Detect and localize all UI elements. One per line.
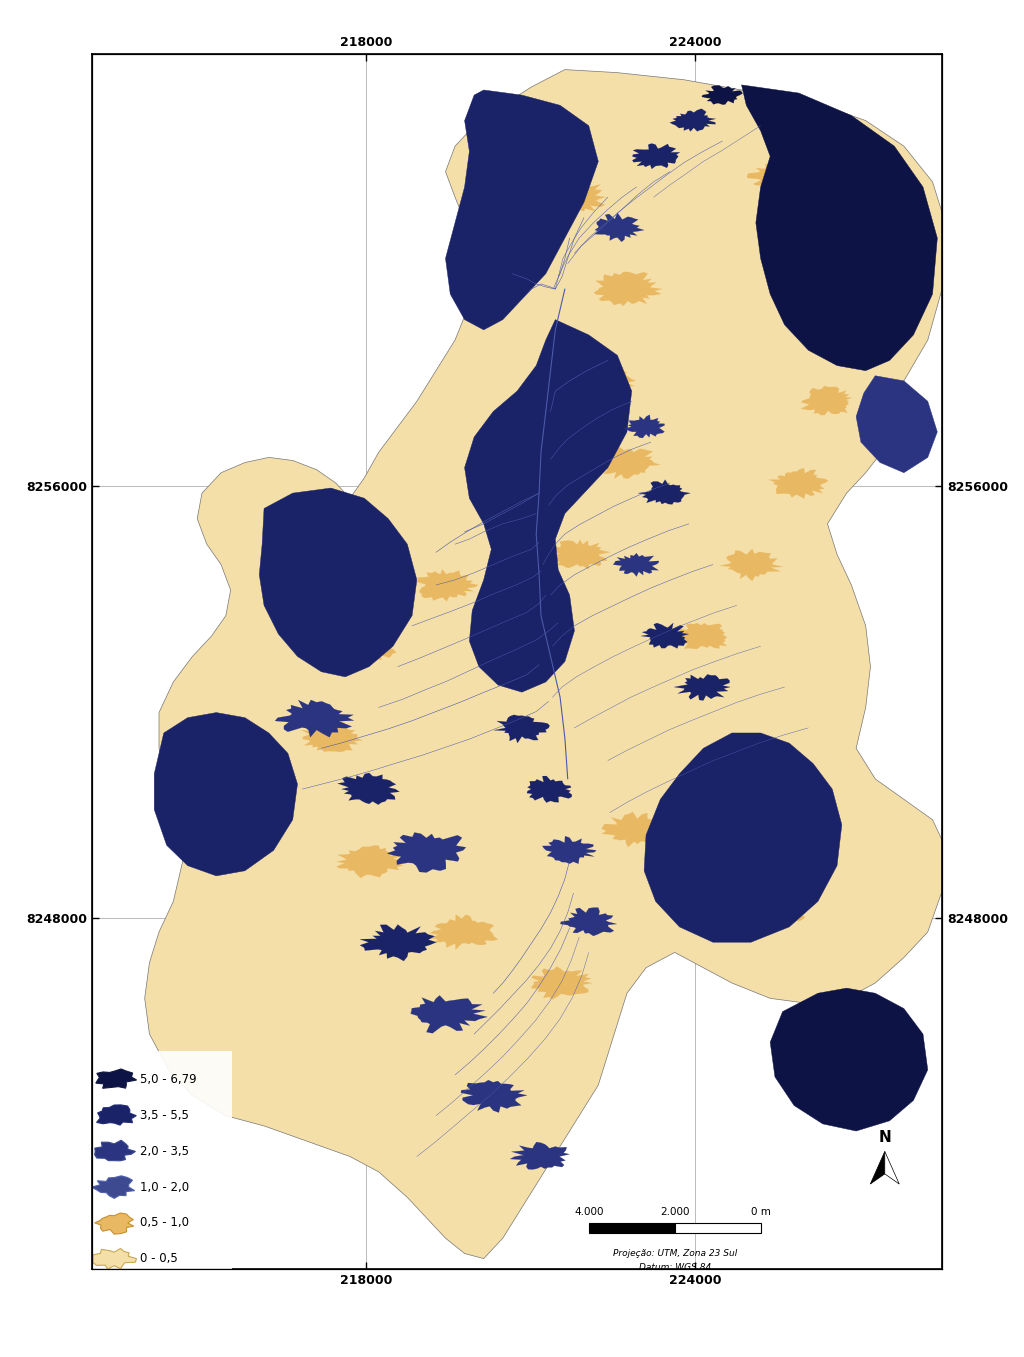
Polygon shape [96,1069,136,1088]
Polygon shape [597,446,660,479]
Polygon shape [595,213,644,242]
Polygon shape [670,109,716,132]
Polygon shape [801,385,852,415]
Text: Datum: WGS 84: Datum: WGS 84 [639,1263,711,1272]
Polygon shape [632,144,680,170]
Polygon shape [430,915,498,950]
Polygon shape [445,90,598,330]
Polygon shape [527,776,572,802]
Polygon shape [601,811,669,847]
Polygon shape [259,489,417,677]
Polygon shape [701,85,742,104]
Polygon shape [770,988,928,1130]
Polygon shape [94,1213,134,1234]
Polygon shape [534,180,605,216]
Polygon shape [465,320,632,692]
Bar [589,1223,675,1234]
Polygon shape [550,540,610,570]
Polygon shape [144,69,947,1258]
Text: 1,0 - 2,0: 1,0 - 2,0 [140,1181,189,1194]
Polygon shape [753,897,807,927]
Text: N: N [879,1130,891,1145]
Polygon shape [338,631,396,660]
Polygon shape [594,271,662,305]
Polygon shape [565,366,636,400]
Polygon shape [720,548,783,581]
Polygon shape [94,1140,135,1160]
Polygon shape [543,836,596,864]
Text: 0 - 0,5: 0 - 0,5 [140,1253,178,1265]
Text: 4.000: 4.000 [574,1208,603,1217]
Polygon shape [494,715,550,744]
Polygon shape [411,996,487,1033]
Polygon shape [674,674,730,700]
Polygon shape [461,1080,527,1113]
Polygon shape [748,163,812,193]
Polygon shape [92,1248,136,1269]
Polygon shape [675,623,727,649]
Polygon shape [275,700,354,737]
Text: 2,0 - 3,5: 2,0 - 3,5 [140,1145,189,1158]
Text: 0,5 - 1,0: 0,5 - 1,0 [140,1216,189,1229]
Polygon shape [856,376,937,472]
Polygon shape [560,908,616,936]
Text: 5,0 - 6,79: 5,0 - 6,79 [140,1073,197,1087]
Polygon shape [531,966,592,1000]
FancyBboxPatch shape [89,1052,232,1269]
Text: 0 m: 0 m [751,1208,771,1217]
Polygon shape [644,733,842,942]
Polygon shape [613,554,658,577]
Polygon shape [338,773,399,805]
Polygon shape [741,85,937,370]
Polygon shape [466,103,558,149]
Text: 3,5 - 5,5: 3,5 - 5,5 [140,1109,188,1122]
Polygon shape [301,722,362,752]
Polygon shape [96,1105,136,1125]
Text: 2.000: 2.000 [659,1208,689,1217]
Bar [675,1223,761,1234]
Polygon shape [337,845,403,878]
Polygon shape [791,285,847,313]
Polygon shape [155,712,298,875]
Polygon shape [91,1175,134,1198]
Polygon shape [885,1152,899,1185]
Polygon shape [387,832,466,873]
Polygon shape [870,1152,885,1185]
Polygon shape [638,479,690,505]
Polygon shape [510,1143,569,1170]
Text: Projeção: UTM, Zona 23 Sul: Projeção: UTM, Zona 23 Sul [612,1250,737,1258]
Polygon shape [769,468,828,498]
Polygon shape [623,415,665,438]
Polygon shape [417,570,478,601]
Polygon shape [359,924,436,961]
Polygon shape [641,623,689,649]
Polygon shape [680,844,741,875]
